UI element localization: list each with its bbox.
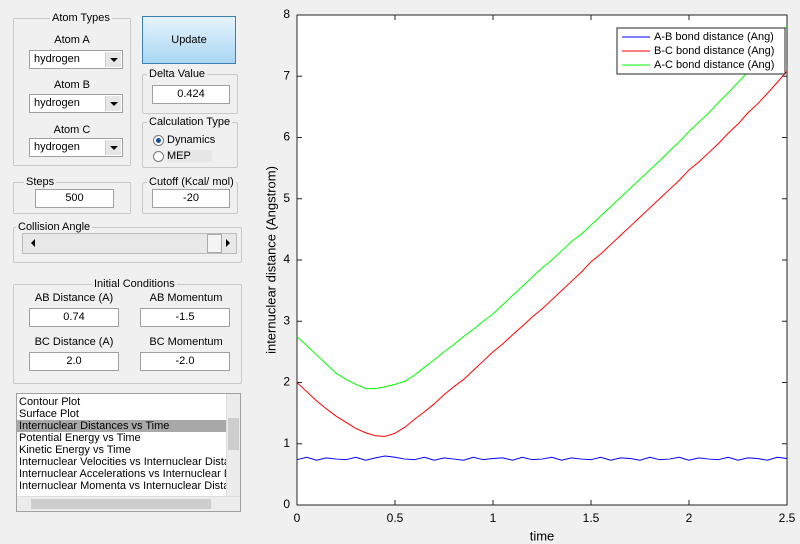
list-item[interactable]: Internuclear Distances vs Time [17,420,228,432]
y-tick-label: 4 [283,252,290,266]
y-tick-label: 7 [283,68,290,82]
radio-label: Dynamics [167,134,215,146]
angle-slider[interactable] [22,233,237,254]
scroll-thumb[interactable] [31,499,211,509]
ab-distance-input[interactable]: 0.74 [29,308,119,327]
list-items: Contour PlotSurface PlotInternuclear Dis… [17,396,228,492]
cutoff-input[interactable]: -20 [152,189,230,208]
y-tick-label: 8 [283,7,290,21]
slider-thumb[interactable] [207,234,222,253]
list-item[interactable]: Kinetic Energy vs Time [17,444,228,456]
panel-title: Initial Conditions [92,278,177,290]
dropdown-arrow[interactable] [105,52,121,67]
y-tick-label: 2 [283,375,290,389]
slider-left-arrow[interactable] [27,239,35,247]
y-tick-label: 1 [283,436,290,450]
x-tick-label: 2.5 [779,511,796,525]
x-axis-label: time [530,528,555,543]
radio-button[interactable] [153,151,164,162]
atom-label: Atom C [20,124,124,136]
atom-label: Atom B [20,79,124,91]
x-tick-label: 1.5 [583,511,600,525]
panel-title: Cutoff (Kcal/ mol) [147,176,236,188]
legend-label: A-B bond distance (Ang) [654,31,774,43]
y-tick-label: 5 [283,191,290,205]
plot-area [297,15,787,505]
update-button[interactable]: Update [142,16,236,64]
panel-title: Atom Types [50,12,112,24]
dropdown-arrow[interactable] [105,96,121,111]
field-label: BC Momentum [136,336,236,348]
select-value: hydrogen [34,141,80,153]
list-item[interactable]: Contour Plot [17,396,228,408]
ab-momentum-input[interactable]: -1.5 [140,308,230,327]
slider-right-arrow[interactable] [226,239,234,247]
atom-select[interactable]: hydrogen [29,138,123,157]
bc-momentum-input[interactable]: -2.0 [140,352,230,371]
field-label: BC Distance (A) [24,336,124,348]
field-label: AB Distance (A) [24,292,124,304]
x-tick-label: 2 [686,511,693,525]
scroll-thumb[interactable] [228,418,239,450]
list-item[interactable]: Surface Plot [17,408,228,420]
panel-title: Calculation Type [147,116,232,128]
plot-listbox[interactable]: Contour PlotSurface PlotInternuclear Dis… [16,393,241,512]
x-tick-label: 1 [490,511,497,525]
dropdown-arrow[interactable] [105,140,121,155]
delta-input[interactable]: 0.424 [152,85,230,104]
panel-title: Collision Angle [16,221,92,233]
select-value: hydrogen [34,53,80,65]
x-tick-label: 0 [294,511,301,525]
field-label: AB Momentum [136,292,236,304]
x-tick-label: 0.5 [387,511,404,525]
list-item[interactable]: Internuclear Velocities vs Internuclear … [17,456,228,468]
atom-select[interactable]: hydrogen [29,94,123,113]
legend-label: A-C bond distance (Ang) [654,59,774,71]
y-tick-label: 0 [283,497,290,511]
atom-select[interactable]: hydrogen [29,50,123,69]
panel-title: Delta Value [147,68,207,80]
list-item[interactable]: Internuclear Accelerations vs Internucle… [17,468,228,480]
legend-label: B-C bond distance (Ang) [654,45,774,57]
y-tick-label: 3 [283,313,290,327]
radio-label: MEP [167,150,212,162]
y-tick-label: 6 [283,130,290,144]
horizontal-scrollbar[interactable] [17,496,240,511]
chart: time internuclear distance (Angstrom) 00… [250,0,800,544]
steps-input[interactable]: 500 [35,189,114,208]
radio-button[interactable] [153,135,164,146]
list-item[interactable]: Internuclear Momenta vs Internuclear Dis… [17,480,228,492]
vertical-scrollbar[interactable] [226,394,240,496]
bc-distance-input[interactable]: 2.0 [29,352,119,371]
atom-label: Atom A [20,34,124,46]
panel-title: Steps [24,176,56,188]
select-value: hydrogen [34,97,80,109]
y-axis-label: internuclear distance (Angstrom) [263,166,278,354]
list-item[interactable]: Potential Energy vs Time [17,432,228,444]
